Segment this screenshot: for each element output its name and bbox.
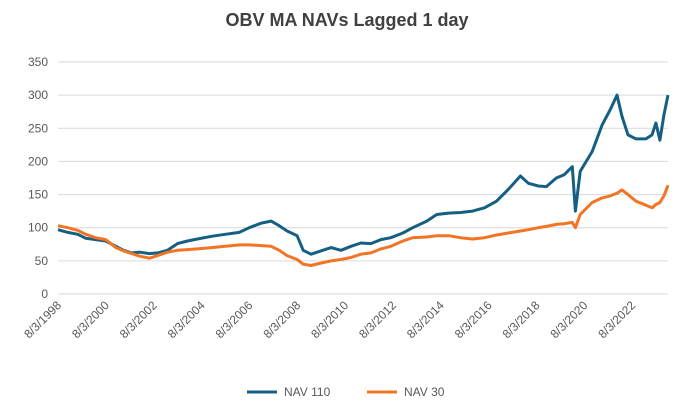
legend-label: NAV 110 xyxy=(284,385,331,399)
y-tick-label: 150 xyxy=(28,188,48,202)
y-tick-label: 0 xyxy=(41,287,48,301)
x-tick-label: 8/3/1998 xyxy=(21,298,64,341)
x-tick-label: 8/3/2002 xyxy=(117,298,160,341)
x-tick-label: 8/3/2010 xyxy=(308,298,351,341)
x-tick-label: 8/3/2018 xyxy=(500,298,543,341)
y-tick-label: 250 xyxy=(28,121,48,135)
chart-title: OBV MA NAVs Lagged 1 day xyxy=(225,10,469,30)
y-tick-label: 100 xyxy=(28,221,48,235)
y-tick-label: 50 xyxy=(35,254,49,268)
y-tick-label: 200 xyxy=(28,154,48,168)
x-tick-label: 8/3/2016 xyxy=(452,298,495,341)
x-tick-label: 8/3/2006 xyxy=(213,298,256,341)
x-tick-label: 8/3/2000 xyxy=(69,298,112,341)
series-line-nav-110 xyxy=(57,93,670,256)
series-line-nav-30 xyxy=(57,184,670,267)
legend: NAV 110 NAV 30 xyxy=(247,385,445,399)
y-tick-label: 300 xyxy=(28,88,48,102)
series-lines xyxy=(57,93,670,267)
x-tick-label: 8/3/2008 xyxy=(260,298,303,341)
x-tick-label: 8/3/2022 xyxy=(595,298,638,341)
gridlines xyxy=(58,61,668,295)
x-tick-label: 8/3/2012 xyxy=(356,298,399,341)
x-tick-label: 8/3/2004 xyxy=(165,298,208,341)
x-axis-ticks: 8/3/1998 8/3/2000 8/3/2002 8/3/2004 8/3/2006… xyxy=(21,298,638,341)
y-tick-label: 350 xyxy=(28,55,48,69)
y-axis-ticks: 0 50 100 150 200 250 300 350 xyxy=(28,55,48,301)
x-tick-label: 8/3/2020 xyxy=(548,298,591,341)
x-tick-label: 8/3/2014 xyxy=(404,298,447,341)
legend-label: NAV 30 xyxy=(404,385,445,399)
